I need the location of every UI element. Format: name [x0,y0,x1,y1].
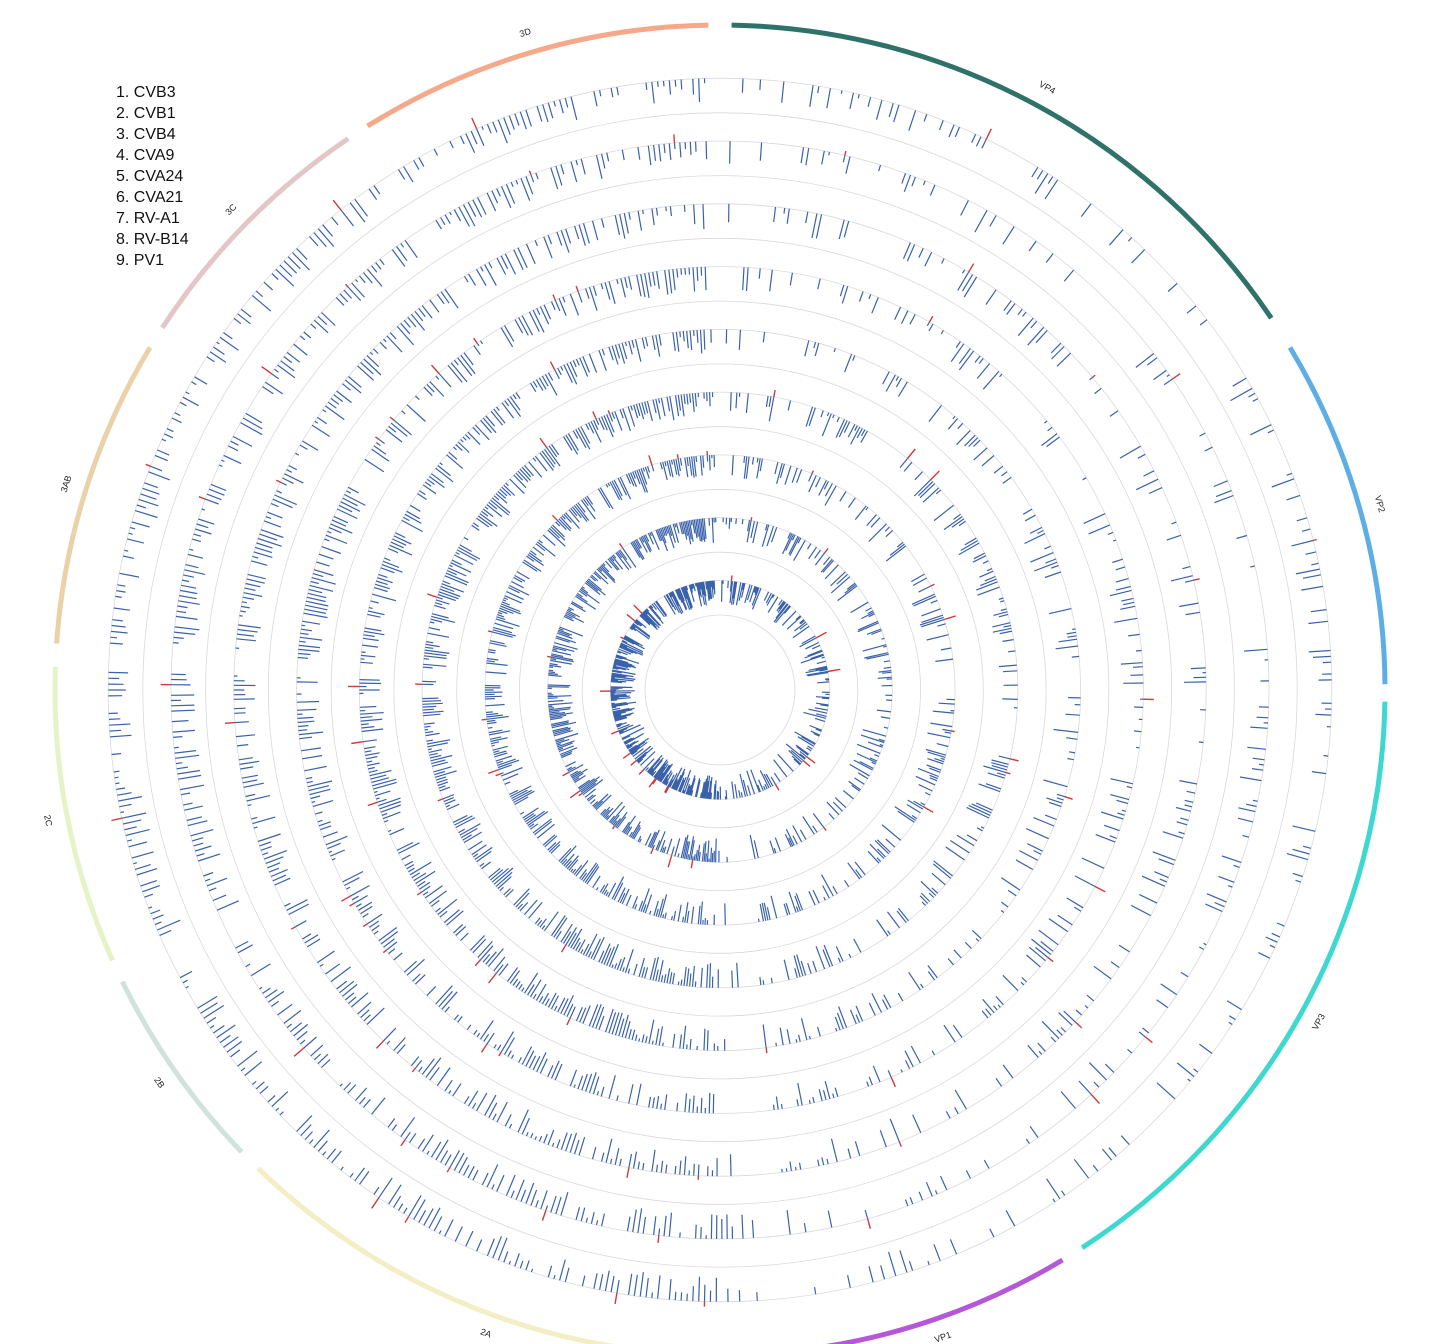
track-ring [170,140,1270,1240]
negative-bars [547,517,893,863]
negative-bars [359,329,1081,1051]
segment-label-3d: 3D [518,26,532,39]
negative-bars [108,78,1332,1302]
negative-bars [171,141,1269,1240]
legend-item: 3. CVB4 [116,126,176,143]
segment-label-vp1: VP1 [933,1330,952,1344]
segment-arc-3c [160,136,350,330]
segment-label-vp3: VP3 [1310,1012,1327,1032]
legend: 1. CVB3 2. CVB1 3. CVB4 4. CVA9 5. CVA24… [116,82,189,271]
segment-arc-2c [52,666,115,962]
track-ring [205,175,1235,1205]
segment-label-3ab: 3AB [59,474,74,493]
track [547,517,893,869]
track-ring [107,77,1333,1303]
legend-item: 4. CVA9 [116,147,175,164]
segment-arc-2a [256,1166,615,1344]
track-ring [393,363,1047,1017]
segment-label-2b: 2B [152,1075,167,1090]
track [296,266,1154,1114]
positive-bars [224,263,1200,1180]
negative-bars [233,203,1207,1177]
track [599,575,841,800]
segment-label-2c: 2C [42,814,54,828]
track-ring [644,614,796,766]
negative-bars [484,454,955,926]
legend-item: 9. PV1 [116,252,165,269]
legend-item: 5. CVA24 [116,168,184,185]
positive-bars [415,389,1019,953]
track-ring [330,300,1110,1080]
positive-bars [340,285,1154,1087]
positive-bars [111,117,1317,1307]
positive-bars [347,361,1073,1054]
segment-label-vp4: VP4 [1037,79,1057,96]
legend-item: 2. CVB1 [116,105,176,122]
segment-arc-vp2 [1287,346,1388,685]
legend-item: 1. CVB3 [116,84,176,101]
track-ring [456,426,984,954]
track-ring [296,266,1144,1114]
track-ring [233,203,1207,1177]
track-ring [142,112,1298,1268]
segment-arc-vp1 [825,1257,1064,1344]
legend-item: 6. CVA21 [116,189,184,206]
positive-bars [547,517,829,869]
segment-arc-3ab [54,346,153,644]
positive-bars [481,451,956,813]
segment-label-3c: 3C [223,202,239,218]
track [160,134,1269,1243]
negative-bars [296,266,1144,1114]
track [108,78,1332,1307]
track-ring [581,551,859,829]
track [347,329,1081,1054]
segment-label-vp2: VP2 [1373,494,1387,513]
segment-arc-3d [366,22,709,129]
track-rings [107,77,1333,1303]
track [224,203,1207,1180]
segment-arc-vp4 [731,22,1274,320]
segment-label-2a: 2A [479,1327,493,1340]
data-tracks [108,78,1332,1307]
track [481,451,956,926]
segment-arcs [52,22,1388,1344]
track-ring [421,391,1019,989]
segment-arc-2b [120,980,244,1154]
segment-labels: VP4 VP2 VP3 VP1 2A 2B 2C 3AB 3C 3D [42,26,1387,1344]
track-ring [519,488,922,892]
positive-bars [599,575,841,794]
segment-arc-vp3 [1080,701,1388,1250]
legend-item: 7. RV-A1 [116,210,180,227]
legend-item: 8. RV-B14 [116,231,189,248]
negative-bars [422,392,1018,988]
track-ring [267,237,1173,1143]
track [415,389,1019,988]
positive-bars [160,134,1181,1243]
track-ring [547,517,893,863]
negative-bars [610,580,830,800]
